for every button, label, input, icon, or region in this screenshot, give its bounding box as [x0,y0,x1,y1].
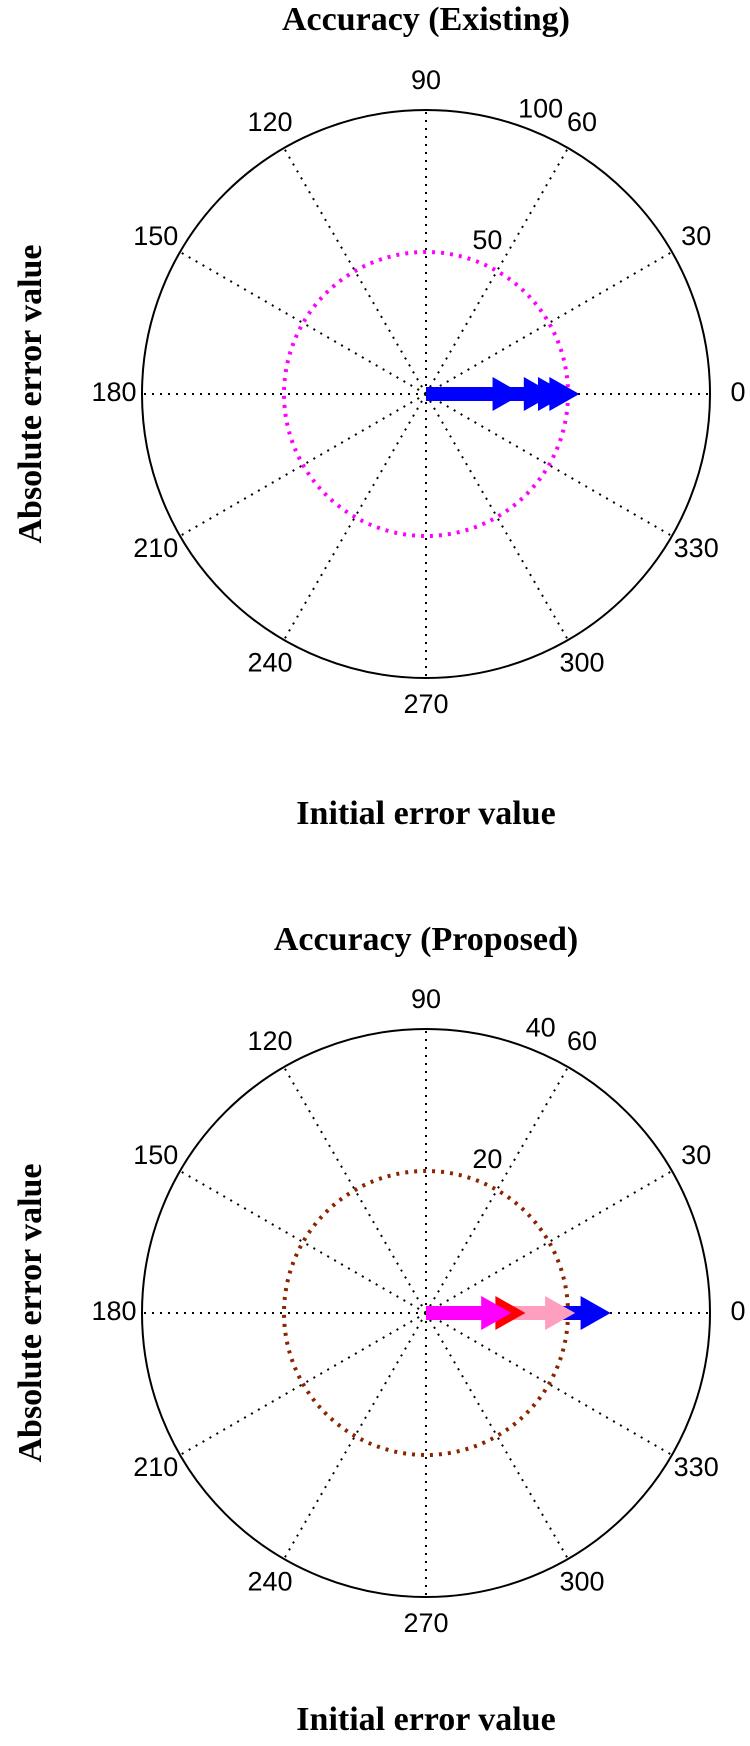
theta-tick-label: 330 [674,533,719,563]
theta-tick-label: 60 [567,107,597,137]
theta-tick-label: 90 [411,984,441,1014]
r-tick-label: 20 [472,1144,502,1174]
x-axis-label: Initial error value [296,1701,555,1738]
spoke [425,1170,673,1314]
arrow [426,1296,512,1330]
arrow [426,377,580,411]
theta-tick-label: 30 [681,1140,711,1170]
spoke [425,251,673,395]
y-axis-label: Absolute error value [12,244,49,543]
theta-tick-label: 330 [674,1452,719,1482]
chart-title: Accuracy (Proposed) [274,921,578,958]
x-axis-label: Initial error value [296,795,555,832]
theta-tick-label: 150 [133,221,178,251]
theta-tick-label: 120 [247,1026,292,1056]
theta-tick-label: 30 [681,221,711,251]
outer-circle [141,1028,711,1598]
theta-tick-label: 60 [567,1026,597,1056]
theta-tick-label: 180 [91,377,136,407]
y-axis-label: Absolute error value [12,1163,49,1462]
theta-tick-label: 0 [730,1296,745,1326]
theta-tick-label: 270 [403,689,448,719]
theta-tick-label: 0 [730,377,745,407]
spoke [179,251,427,395]
spoke [425,1066,569,1314]
r-tick-label: 40 [526,1012,556,1042]
outer-circle [141,109,711,679]
chart-title: Accuracy (Existing) [282,1,570,38]
spoke [425,147,569,395]
theta-tick-label: 300 [559,647,604,677]
theta-tick-label: 90 [411,65,441,95]
theta-tick-label: 120 [247,107,292,137]
spoke [179,1170,427,1314]
theta-tick-label: 270 [403,1608,448,1638]
spoke [425,1312,569,1560]
spoke [425,393,569,641]
theta-tick-label: 240 [247,1566,292,1596]
theta-tick-label: 210 [133,533,178,563]
theta-tick-label: 300 [559,1566,604,1596]
theta-tick-label: 210 [133,1452,178,1482]
theta-tick-label: 180 [91,1296,136,1326]
r-tick-label: 50 [472,225,502,255]
r-tick-label: 100 [518,93,563,123]
theta-tick-label: 150 [133,1140,178,1170]
theta-tick-label: 240 [247,647,292,677]
